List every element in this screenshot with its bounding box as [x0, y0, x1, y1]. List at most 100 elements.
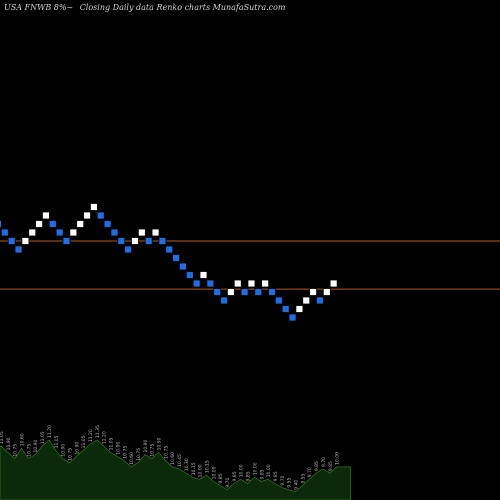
volume-label: 9.55	[300, 473, 306, 483]
renko-brick-up	[21, 237, 30, 245]
volume-label: 11.05	[0, 431, 5, 444]
renko-brick-down	[206, 279, 215, 288]
renko-brick-up	[309, 288, 318, 296]
renko-brick-down	[274, 296, 283, 305]
volume-area-path	[0, 439, 352, 500]
renko-brick-down	[172, 254, 181, 262]
renko-brick-down	[144, 237, 153, 245]
volume-label: 10.90	[61, 444, 67, 457]
volume-label: 10.30	[184, 458, 190, 471]
renko-brick-down	[48, 220, 57, 228]
volume-label: 9.70	[225, 477, 231, 487]
volume-label: 10.00	[252, 462, 258, 475]
renko-brick-down	[0, 220, 2, 228]
renko-brick-down	[124, 245, 133, 254]
volume-label: 10.00	[335, 452, 341, 465]
renko-brick-up	[302, 296, 311, 305]
chart-description: Closing Daily data Renko charts MunafaSu…	[79, 3, 286, 12]
volume-label: 11.35	[95, 425, 101, 438]
renko-brick-down	[268, 288, 276, 296]
renko-bricks	[0, 203, 338, 322]
renko-brick-down	[158, 237, 167, 245]
volume-label: 9.40	[294, 480, 300, 490]
volume-label: 10.60	[20, 433, 26, 446]
volume-label: 9.85	[218, 473, 224, 483]
volume-label: 9.85	[259, 469, 265, 479]
renko-brick-down	[179, 262, 187, 271]
volume-label: 10.75	[26, 444, 32, 457]
volume-label: 10.75	[13, 444, 19, 457]
volume-label: 10.45	[177, 454, 183, 467]
symbol-label: USA FNWB 8%~	[4, 3, 74, 12]
renko-brick-up	[226, 288, 235, 296]
renko-brick-up	[137, 228, 146, 237]
volume-label: 9.85	[314, 461, 320, 471]
renko-brick-up	[69, 228, 78, 237]
volume-label: 10.15	[205, 460, 211, 473]
volume-label: 10.75	[150, 444, 156, 457]
volume-label: 11.05	[40, 431, 46, 444]
renko-brick-down	[62, 237, 71, 245]
volume-label: 9.70	[280, 475, 286, 485]
volume-label: 10.60	[170, 452, 176, 465]
volume-label: 9.70	[321, 457, 327, 467]
volume-label: 10.90	[6, 437, 12, 450]
volume-label: 10.00	[211, 466, 217, 479]
renko-brick-up	[90, 203, 98, 211]
volume-label: 10.00	[239, 464, 245, 477]
level-lines	[0, 240, 500, 290]
renko-brick-down	[96, 211, 105, 220]
renko-brick-down	[185, 271, 194, 279]
renko-brick-up	[28, 228, 37, 237]
volume-label: 10.15	[191, 462, 197, 475]
renko-brick-up	[295, 305, 304, 313]
renko-brick-up	[76, 220, 85, 228]
renko-brick-up	[233, 279, 242, 288]
volume-label: 11.20	[102, 431, 108, 444]
volume-label: 9.70	[307, 467, 313, 477]
volume-label: 10.90	[33, 439, 39, 452]
renko-brick-down	[110, 228, 119, 237]
volume-label: 10.90	[157, 437, 163, 450]
volume-label: 11.20	[88, 429, 94, 442]
volume-label: 10.75	[68, 448, 74, 461]
renko-brick-up	[199, 271, 208, 279]
renko-brick-up	[329, 279, 338, 288]
renko-brick-down	[288, 313, 297, 322]
renko-brick-up	[42, 211, 50, 220]
volume-label: 9.85	[273, 471, 279, 481]
chart-header: USA FNWB 8%~ Closing Daily data Renko ch…	[4, 3, 290, 12]
renko-brick-down	[103, 220, 112, 228]
renko-brick-down	[192, 279, 201, 288]
volume-label: 11.05	[81, 435, 87, 448]
renko-brick-down	[117, 237, 126, 245]
volume-label: 9.85	[246, 471, 252, 481]
renko-brick-down	[240, 288, 249, 296]
renko-brick-up	[35, 220, 43, 228]
volume-label: 10.90	[143, 439, 149, 452]
renko-brick-down	[7, 237, 16, 245]
renko-brick-down	[220, 296, 228, 305]
volume-label: 9.55	[287, 477, 293, 487]
volume-label: 10.75	[163, 446, 169, 459]
volume-label: 10.60	[129, 452, 135, 465]
renko-brick-down	[281, 305, 290, 313]
volume-label: 9.85	[328, 461, 334, 471]
renko-brick-down	[55, 228, 64, 237]
renko-brick-down	[254, 288, 263, 296]
volume-label: 10.90	[74, 442, 80, 455]
volume-area	[0, 439, 352, 500]
renko-brick-up	[151, 228, 160, 237]
renko-brick-up	[322, 288, 331, 296]
renko-brick-down	[14, 245, 23, 254]
volume-label: 10.00	[266, 464, 272, 477]
volume-label: 11.05	[54, 435, 60, 448]
renko-brick-up	[247, 279, 256, 288]
renko-brick-up	[131, 237, 139, 245]
volume-label: 11.05	[109, 437, 115, 450]
volume-label: 10.00	[198, 464, 204, 477]
volume-label: 10.75	[136, 448, 142, 461]
volume-label: 10.90	[115, 442, 121, 455]
